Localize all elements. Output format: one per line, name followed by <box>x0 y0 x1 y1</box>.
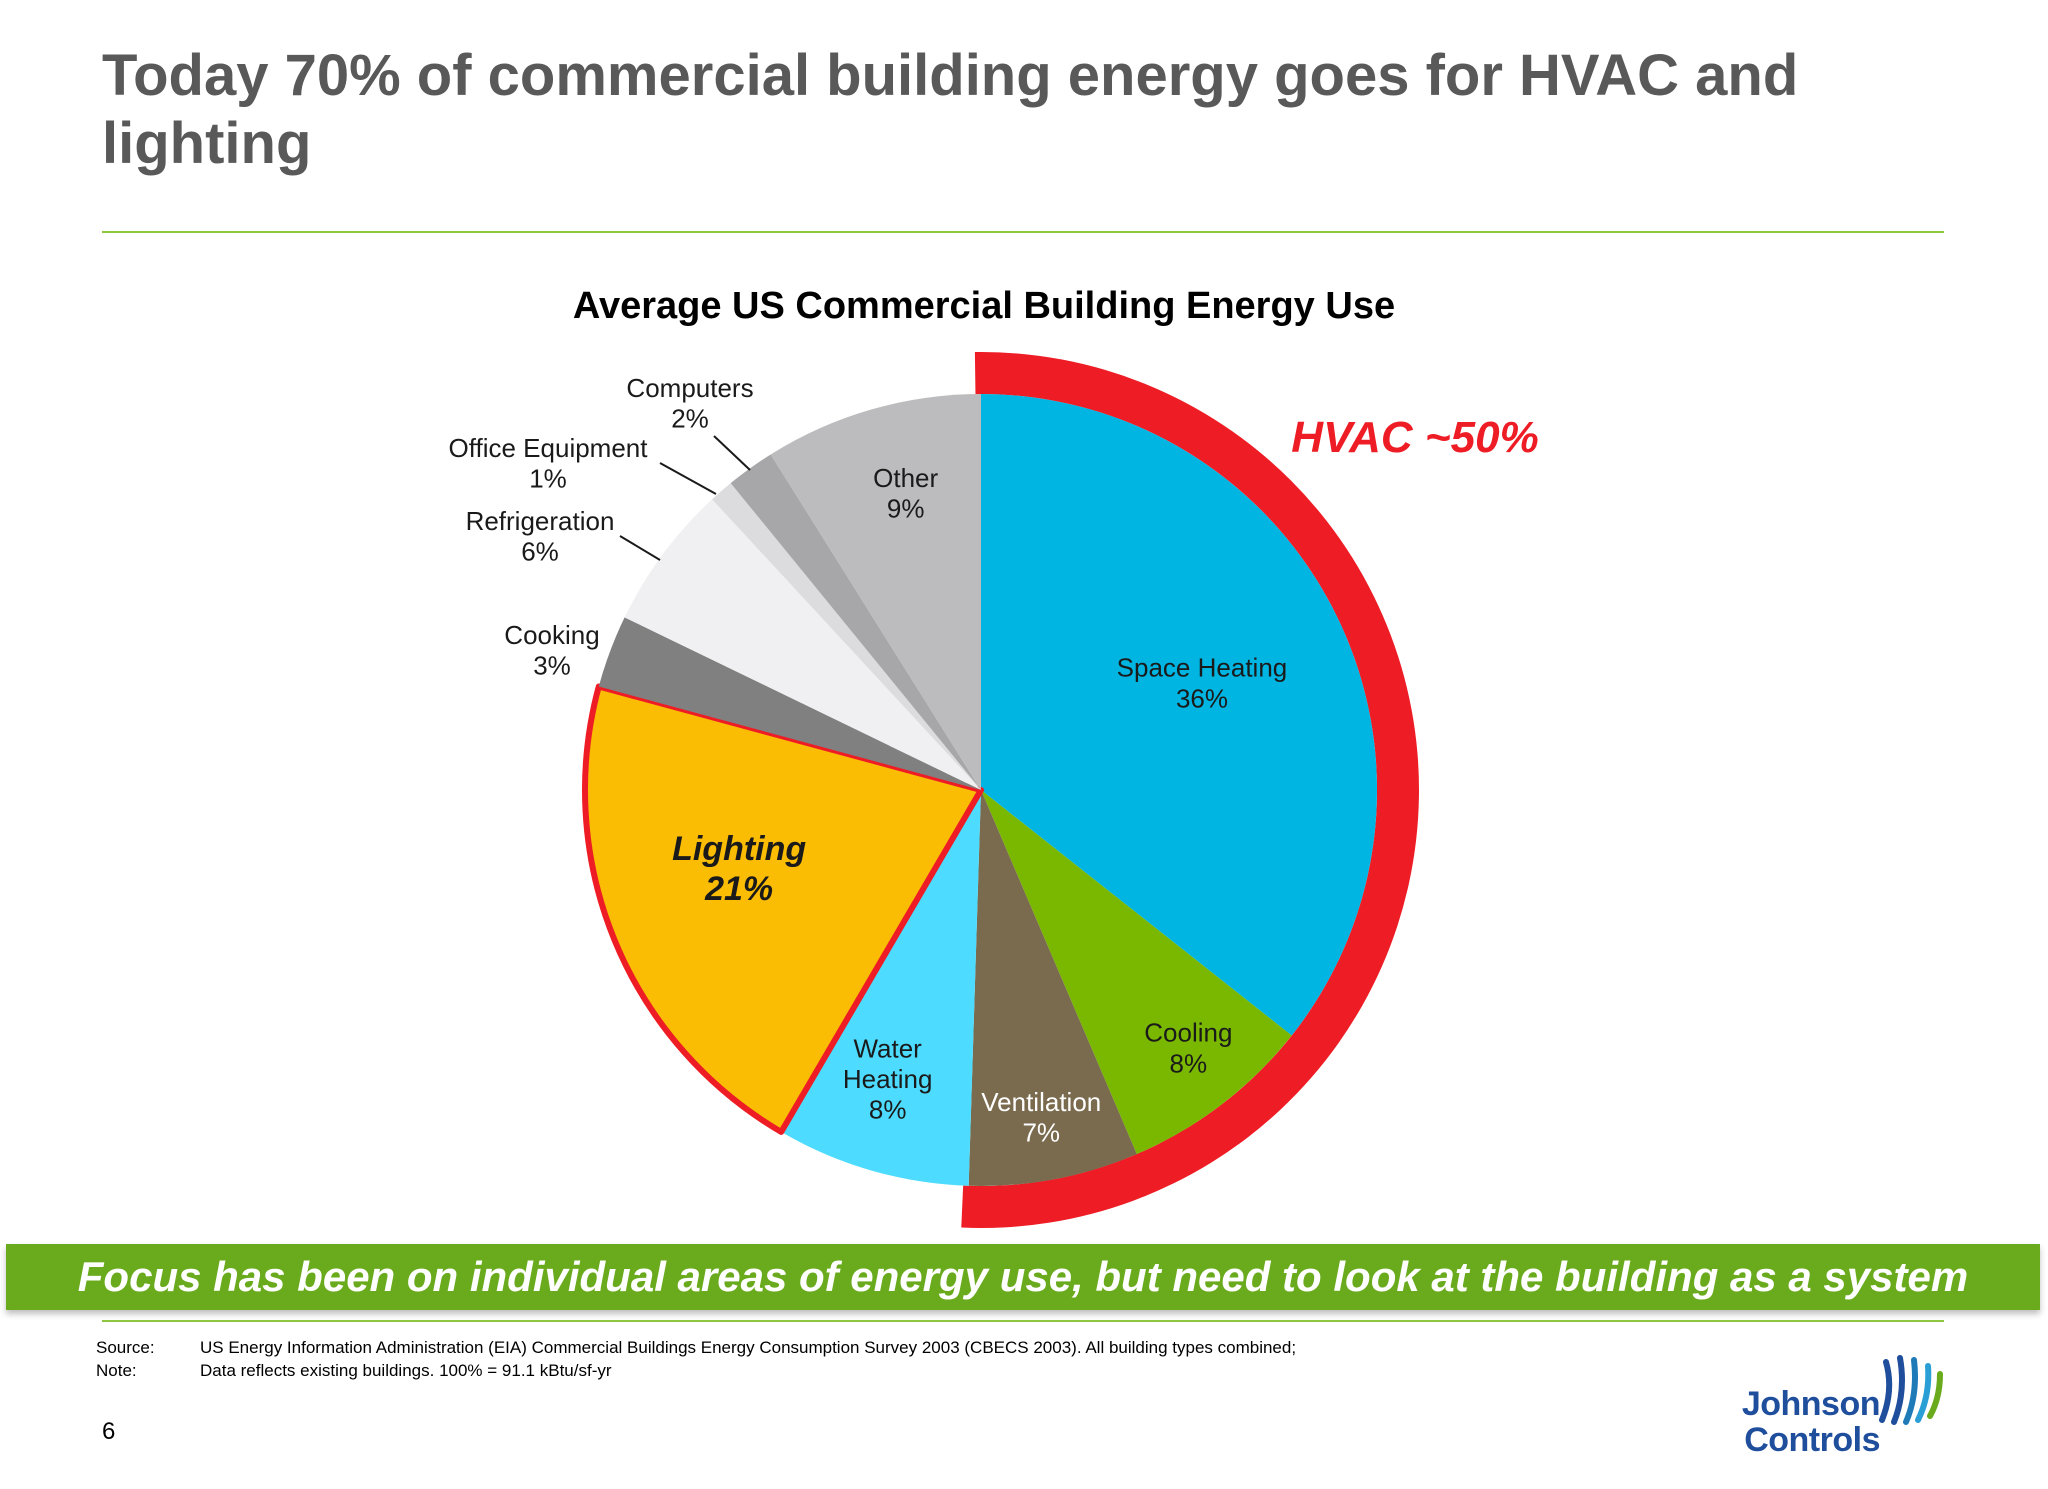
note-text: Data reflects existing buildings. 100% =… <box>200 1361 612 1380</box>
source-text: US Energy Information Administration (EI… <box>200 1338 1297 1357</box>
company-logo: Johnson Controls <box>1700 1350 1960 1470</box>
slice-label-cooling: Cooling 8% <box>1144 1018 1232 1079</box>
source-label: Source: <box>96 1338 155 1357</box>
page-number: 6 <box>102 1418 116 1445</box>
pie-slice-lighting <box>582 683 984 1135</box>
source-notes: Source: US Energy Information Administra… <box>96 1336 1296 1382</box>
johnson-controls-logo-icon <box>1879 1355 1943 1425</box>
hvac-annotation: HVAC ~50% <box>1291 413 1538 462</box>
source-row: Source: US Energy Information Administra… <box>96 1336 1296 1359</box>
pie-slice-space-heating <box>981 394 1377 1036</box>
leader-line-computers <box>713 435 751 471</box>
pie-slice-water-heating <box>781 790 981 1186</box>
slice-label-office-equipment: Office Equipment 1% <box>449 433 649 494</box>
logo-line-2: Controls <box>1744 1421 1880 1459</box>
slice-label-lighting: Lighting 21% <box>672 830 806 908</box>
logo-line-1: Johnson <box>1741 1385 1881 1423</box>
slice-label-water-heating: Water Heating 8% <box>843 1033 933 1124</box>
slice-label-refrigeration: Refrigeration 6% <box>466 506 615 567</box>
slice-label-space-heating: Space Heating 36% <box>1117 653 1288 714</box>
slide-title: Today 70% of commercial building energy … <box>102 43 1799 176</box>
slice-label-computers: Computers 2% <box>626 373 753 434</box>
pie-slice-other <box>770 394 981 790</box>
slice-label-ventilation: Ventilation 7% <box>981 1087 1101 1148</box>
leader-line-office-equipment <box>659 462 717 495</box>
slice-label-other: Other 9% <box>873 463 938 524</box>
leader-line-refrigeration <box>619 535 661 561</box>
pie-slice-office-equipment <box>712 483 981 790</box>
slice-label-cooking: Cooking 3% <box>504 620 599 681</box>
pie-slice-refrigeration <box>624 499 981 790</box>
pie-slice-ventilation <box>968 790 1137 1186</box>
note-row: Note: Data reflects existing buildings. … <box>96 1359 1296 1382</box>
pie-slice-cooling <box>981 790 1292 1155</box>
pie-slice-computers <box>730 454 981 790</box>
focus-banner: Focus has been on individual areas of en… <box>6 1244 2040 1310</box>
chart-title: Average US Commercial Building Energy Us… <box>573 285 1395 327</box>
footer-divider <box>102 1320 1944 1322</box>
title-divider <box>102 231 1944 233</box>
pie-slice-cooking <box>598 617 981 790</box>
note-label: Note: <box>96 1361 137 1380</box>
